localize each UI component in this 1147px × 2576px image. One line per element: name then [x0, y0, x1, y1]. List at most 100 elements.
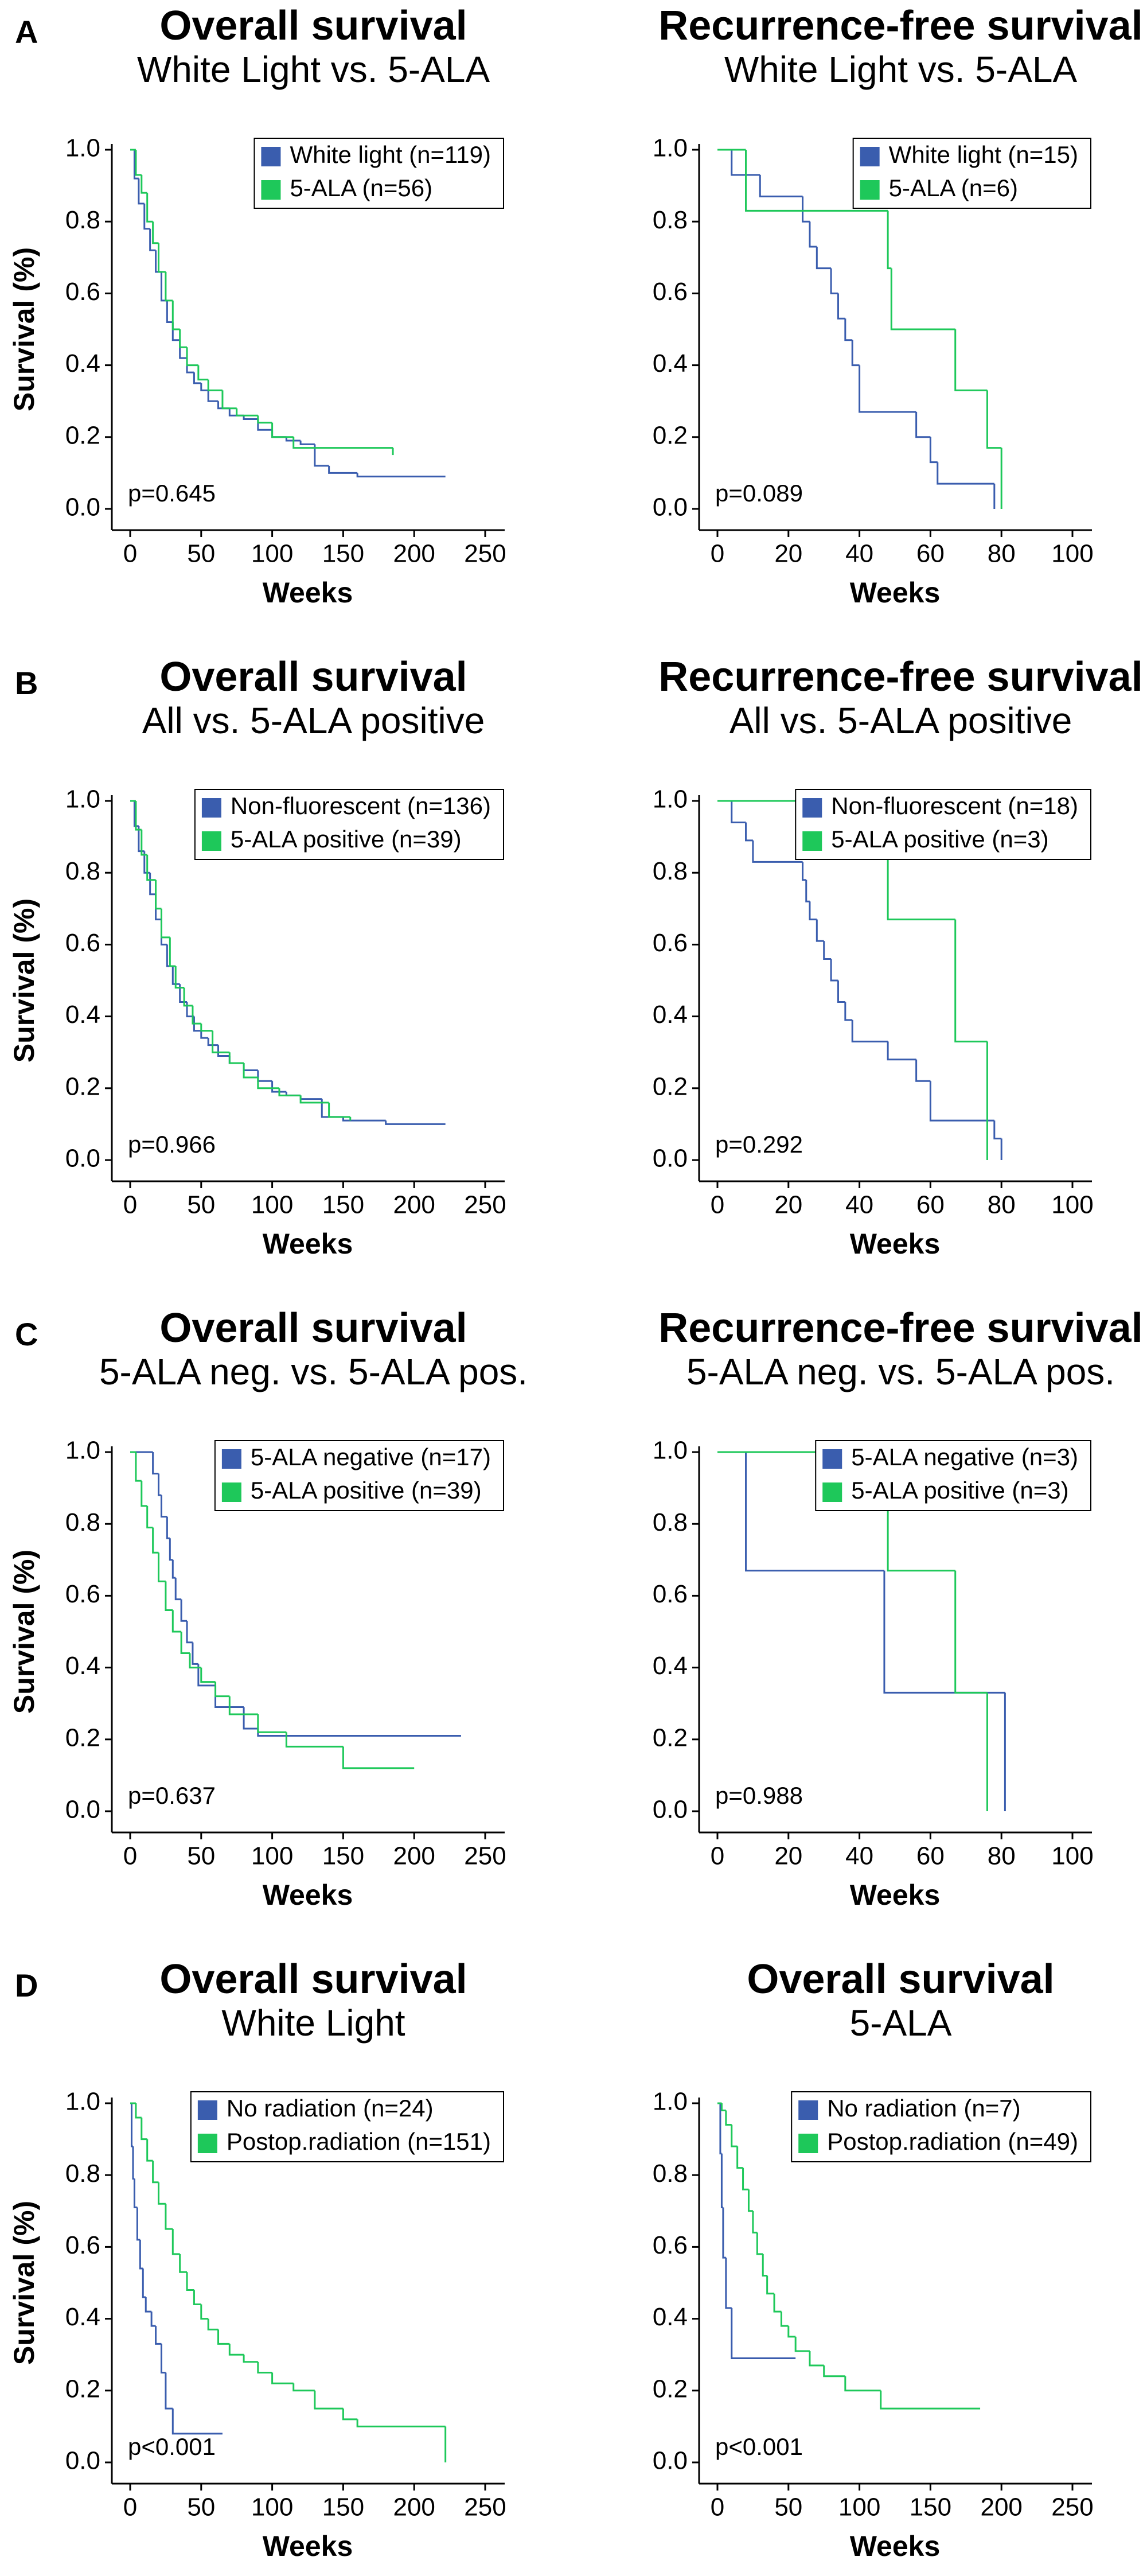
y-tick-label: 0.4: [65, 349, 100, 378]
survival-step: [285, 437, 301, 442]
survival-step: [809, 901, 817, 921]
survival-step: [236, 408, 258, 417]
legend-label: Postop.radiation (n=49): [827, 2128, 1078, 2155]
survival-step: [171, 322, 180, 341]
chart-subtitle: 5-ALA neg. vs. 5-ALA pos.: [686, 1351, 1115, 1392]
x-tick-label: 40: [845, 1842, 873, 1870]
survival-step: [787, 2326, 796, 2338]
x-tick-label: 100: [1051, 1191, 1093, 1219]
legend-label: Postop.radiation (n=151): [227, 2128, 491, 2155]
survival-step: [937, 462, 994, 485]
survival-step: [342, 2408, 358, 2421]
survival-step: [342, 1116, 386, 1122]
chart-subtitle: White Light: [221, 2002, 405, 2044]
survival-step: [271, 2372, 294, 2384]
x-tick-label: 250: [464, 1191, 506, 1219]
survival-step: [132, 2146, 135, 2180]
survival-step: [342, 1746, 415, 1769]
survival-step: [929, 1081, 994, 1122]
x-tick-label: 200: [393, 1842, 435, 1870]
survival-step: [158, 243, 166, 273]
survival-step: [745, 822, 753, 842]
x-tick-label: 150: [322, 1191, 364, 1219]
survival-step: [731, 150, 760, 176]
survival-step: [141, 174, 147, 194]
legend-label: 5-ALA (n=56): [290, 174, 432, 201]
x-tick-label: 250: [1051, 2493, 1093, 2521]
survival-step: [146, 1505, 153, 1528]
legend-swatch: [197, 2134, 217, 2153]
legend-box: [214, 1440, 504, 1511]
chart-title: Recurrence-free survival: [658, 1305, 1142, 1351]
chart-title: Recurrence-free survival: [658, 654, 1142, 700]
x-tick-label: 40: [845, 540, 873, 568]
legend-label: White light (n=15): [889, 141, 1078, 168]
survival-step: [166, 1516, 170, 1539]
chart-title: Overall survival: [159, 654, 467, 700]
y-tick-label: 0.8: [653, 1508, 688, 1536]
survival-step: [186, 2272, 194, 2291]
survival-step: [752, 840, 803, 863]
x-axis-label: Weeks: [850, 1879, 941, 1911]
survival-step: [823, 2365, 845, 2377]
x-tick-label: 60: [916, 540, 945, 568]
survival-step: [200, 1667, 216, 1683]
survival-step: [725, 2258, 732, 2309]
survival-step: [143, 203, 150, 230]
survival-step: [851, 1019, 888, 1042]
survival-step: [986, 390, 1002, 449]
survival-step: [146, 193, 153, 223]
y-axis-label: Survival (%): [8, 898, 40, 1063]
survival-step: [146, 2139, 153, 2162]
survival-step: [742, 2168, 749, 2190]
p-value: p=0.645: [128, 480, 216, 507]
chart-subtitle: White Light vs. 5-ALA: [137, 49, 490, 90]
survival-step: [271, 430, 287, 438]
survival-step: [143, 851, 150, 874]
legend-box: [815, 1440, 1091, 1511]
y-tick-label: 0.8: [653, 2159, 688, 2188]
survival-step: [890, 268, 955, 330]
survival-step: [736, 2146, 743, 2169]
survival-step: [720, 2153, 723, 2209]
legend-label: No radiation (n=7): [827, 2095, 1020, 2122]
legend-swatch: [822, 1449, 842, 1469]
y-tick-label: 0.2: [653, 1723, 688, 1752]
x-tick-label: 20: [774, 1191, 802, 1219]
survival-step: [212, 1030, 230, 1053]
x-tick-label: 0: [711, 540, 724, 568]
chart-title: Recurrence-free survival: [658, 3, 1142, 49]
x-tick-label: 200: [393, 540, 435, 568]
survival-step: [837, 293, 845, 320]
legend-label: 5-ALA negative (n=3): [851, 1443, 1078, 1470]
survival-step: [174, 966, 185, 989]
chart-title: Overall survival: [159, 1305, 467, 1351]
survival-step: [321, 1099, 344, 1118]
legend: Non-fluorescent (n=18) 5-ALA positive (n=…: [795, 789, 1091, 860]
survival-step: [180, 1632, 190, 1655]
x-tick-label: 80: [988, 1842, 1016, 1870]
legend-box: [253, 138, 504, 209]
y-tick-label: 0.6: [65, 929, 100, 957]
chart-subtitle: All vs. 5-ALA positive: [142, 700, 485, 741]
survival-step: [152, 1452, 159, 1475]
legend-swatch: [261, 180, 281, 200]
panel-label: D: [15, 1967, 38, 2003]
y-tick-label: 0.6: [653, 1580, 688, 1608]
survival-step: [794, 2336, 810, 2352]
y-tick-label: 0.2: [65, 421, 100, 449]
y-tick-label: 0.2: [653, 1072, 688, 1100]
p-value: p=0.637: [128, 1782, 216, 1809]
survival-step: [837, 980, 845, 1003]
survival-step: [299, 441, 315, 445]
y-tick-label: 0.2: [653, 2375, 688, 2403]
survival-step: [169, 1538, 173, 1561]
survival-step: [954, 1570, 988, 1694]
survival-step: [217, 1045, 230, 1057]
y-tick-label: 0.4: [65, 1652, 100, 1680]
survival-step: [217, 2329, 230, 2345]
x-tick-label: 100: [251, 1191, 293, 1219]
